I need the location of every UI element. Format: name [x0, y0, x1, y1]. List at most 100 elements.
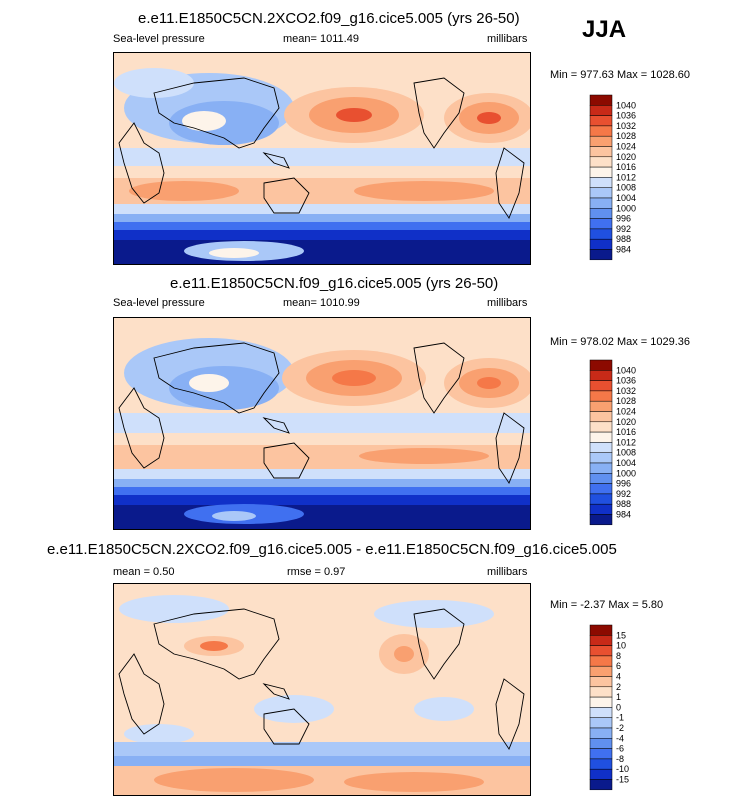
panel1-units: millibars: [487, 33, 528, 45]
panel2-units: millibars: [487, 297, 528, 309]
legend3-tick-label: -10: [616, 764, 629, 774]
legend2-tick-label: 992: [616, 489, 631, 499]
legend1-tick-label: 1032: [616, 121, 636, 131]
legend2-tick-label: 1008: [616, 448, 636, 458]
legend1-swatch: [589, 125, 613, 137]
panel3-map-svg: [114, 584, 530, 795]
panel1-mean: mean= 1011.49: [283, 33, 359, 45]
legend1-swatch: [589, 208, 613, 219]
legend1-swatch: [589, 238, 613, 250]
legend1-tick-label: 1020: [616, 152, 636, 162]
legend2-swatch: [589, 400, 613, 412]
legend2-swatch: [589, 483, 613, 495]
legend3-swatch: [589, 665, 613, 677]
legend1-tick-label: 1040: [616, 100, 636, 110]
panel3-title: e.e11.E1850C5CN.2XCO2.f09_g16.cice5.005 …: [47, 541, 617, 558]
legend2-tick-label: 1040: [616, 365, 636, 375]
legend1-swatch: [589, 177, 613, 188]
panel2-range: Min = 978.02 Max = 1029.36: [550, 336, 691, 348]
panel1-map-svg: [114, 53, 530, 264]
legend1-tick-label: 992: [616, 224, 631, 234]
legend2-tick-label: 984: [616, 510, 631, 520]
panel1-legend: 1040 1036 1032 1028 1024 1020 1016 1012 1008 1004…: [589, 94, 636, 261]
panel1-legend-svg: 1040103610321028102410201016101210081004…: [589, 94, 636, 261]
legend2-swatch: [589, 452, 613, 464]
legend3-swatch: [589, 717, 613, 729]
legend2-tick-label: 1036: [616, 376, 636, 386]
legend3-tick-label: 15: [616, 630, 626, 640]
panel1-title: e.e11.E1850C5CN.2XCO2.f09_g16.cice5.005 …: [138, 10, 520, 27]
legend1-tick-label: 1024: [616, 142, 636, 152]
panel2-variable: Sea-level pressure: [113, 297, 205, 309]
legend3-tick-label: 8: [616, 651, 621, 661]
legend1-swatch: [589, 146, 613, 158]
legend3-tick-label: 1: [616, 692, 621, 702]
legend3-swatch: [589, 645, 613, 657]
legend1-swatch: [589, 156, 613, 168]
panel2-map: [113, 317, 531, 530]
legend2-swatch: [589, 462, 613, 474]
legend1-tick-label: 988: [616, 234, 631, 244]
legend2-swatch: [589, 442, 613, 453]
legend1-swatch: [589, 187, 613, 199]
legend3-swatch: [589, 738, 613, 749]
legend3-swatch: [589, 707, 613, 718]
legend3-swatch: [589, 676, 613, 688]
panel3-range: Min = -2.37 Max = 5.80: [550, 599, 664, 611]
legend2-tick-label: 1028: [616, 396, 636, 406]
legend3-tick-label: -4: [616, 733, 624, 743]
legend3-tick-label: 10: [616, 641, 626, 651]
panel2-title: e.e11.E1850C5CN.f09_g16.cice5.005 (yrs 2…: [170, 275, 499, 292]
legend1-swatch: [589, 197, 613, 209]
legend1-tick-label: 996: [616, 214, 631, 224]
legend3-tick-label: 0: [616, 702, 621, 712]
legend1-tick-label: 1028: [616, 131, 636, 141]
legend2-swatch: [589, 370, 613, 381]
panel3-map: [113, 583, 531, 796]
legend2-tick-label: 996: [616, 479, 631, 489]
legend2-tick-label: 1020: [616, 417, 636, 427]
legend1-tick-label: 1012: [616, 172, 636, 182]
legend1-tick-label: 1004: [616, 193, 636, 203]
legend1-tick-label: 1008: [616, 183, 636, 193]
legend1-swatch: [589, 228, 613, 240]
legend3-swatch: [589, 696, 613, 708]
panel3-units: millibars: [487, 566, 528, 578]
legend1-swatch: [589, 115, 613, 127]
legend1-swatch: [589, 249, 613, 261]
panel2-legend-svg: 1040103610321028102410201016101210081004…: [589, 359, 636, 526]
panel3-mean: mean = 0.50: [113, 566, 175, 578]
legend1-swatch: [589, 105, 613, 116]
legend3-tick-label: -15: [616, 775, 629, 785]
legend2-tick-label: 1032: [616, 386, 636, 396]
legend3-tick-label: -2: [616, 723, 624, 733]
legend3-tick-label: 6: [616, 661, 621, 671]
panel2-map-svg: [114, 318, 530, 529]
legend2-swatch: [589, 390, 613, 402]
panel2-legend: 1040 1036 1032 1028 1024 1020 1016 1012 1008 1004…: [589, 359, 636, 526]
panel1-variable: Sea-level pressure: [113, 33, 205, 45]
legend1-tick-label: 1036: [616, 111, 636, 121]
legend3-swatch: [589, 758, 613, 770]
legend3-swatch: [589, 768, 613, 780]
legend3-swatch: [589, 624, 613, 636]
legend2-swatch: [589, 380, 613, 392]
legend2-swatch: [589, 411, 613, 423]
legend3-swatch: [589, 727, 613, 739]
legend2-tick-label: 1024: [616, 407, 636, 417]
legend3-tick-label: -8: [616, 754, 624, 764]
legend1-tick-label: 1000: [616, 203, 636, 213]
legend2-tick-label: 1012: [616, 437, 636, 447]
legend1-swatch: [589, 94, 613, 106]
legend2-swatch: [589, 514, 613, 526]
legend3-swatch: [589, 635, 613, 646]
panel3-legend: 15 10 8 6 4 2 1 0 -1 -2 -4 -6 -8 -10 -15: [589, 624, 629, 791]
legend2-swatch: [589, 359, 613, 371]
legend1-swatch: [589, 135, 613, 147]
legend1-tick-label: 1016: [616, 162, 636, 172]
legend2-swatch: [589, 421, 613, 433]
panel1-range: Min = 977.63 Max = 1028.60: [550, 69, 691, 81]
legend1-tick-label: 984: [616, 245, 631, 255]
legend2-swatch: [589, 473, 613, 484]
